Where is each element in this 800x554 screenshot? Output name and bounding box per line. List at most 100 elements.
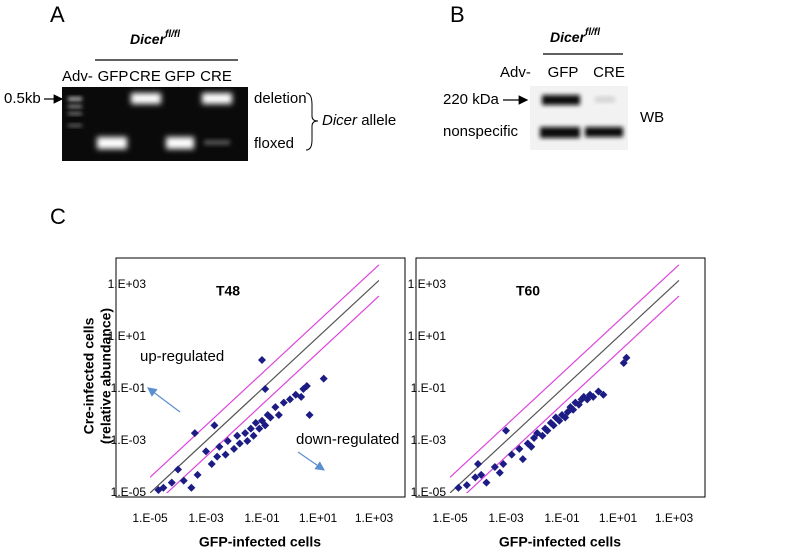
point (286, 395, 294, 404)
gene: Dicer (550, 29, 587, 45)
gene-label: Dicerfl/fl (130, 29, 180, 47)
point (549, 421, 558, 430)
point (235, 439, 244, 448)
adv-label: Adv- (500, 64, 531, 81)
point (266, 413, 275, 422)
point (499, 460, 508, 469)
point (223, 437, 232, 445)
band-label: deletion (254, 90, 307, 107)
y-tick-label: 1.E+03 (108, 277, 147, 291)
marker-label: 220 kDa (443, 91, 500, 108)
x-tick-label: 1.E-03 (488, 511, 524, 525)
y-tick-label: 1.E-01 (111, 381, 147, 395)
y-tick-label: 1.E-01 (411, 381, 447, 395)
y-axis-label: (relative abundance) (98, 308, 114, 444)
y-tick-label: 1.E-05 (111, 485, 147, 499)
chart-frame (415, 257, 706, 498)
gene-superscript: fl/fl (165, 29, 180, 40)
point (515, 444, 524, 453)
x-tick-label: 1.E+01 (299, 511, 338, 525)
point (215, 442, 224, 451)
point (454, 483, 463, 492)
point (622, 353, 631, 362)
point (589, 392, 598, 401)
method-label: WB (640, 109, 664, 126)
point (302, 382, 311, 391)
point (249, 431, 258, 440)
point (210, 421, 219, 430)
y-tick-label: 1.E-03 (411, 433, 447, 447)
scatter-chart: T60 1.E-05 1.E-03 1.E-01 1.E+01 1.E+03 1.E-05 1… (408, 257, 706, 550)
charts: T48 1.E-05 1.E-03 1.E-01 1.E+01 1.E+03 1.E-05 1… (108, 257, 706, 550)
gene-superscript: fl/fl (585, 27, 600, 38)
point (271, 403, 280, 412)
point (527, 442, 536, 451)
gene: Dicer (130, 31, 167, 47)
point (477, 470, 486, 479)
guide-line (150, 264, 380, 478)
y-tick-label: 1.E+01 (108, 329, 147, 343)
lane-label: CRE (129, 68, 161, 85)
gel-bands (68, 93, 232, 149)
x-tick-label: 1.E+01 (599, 511, 638, 525)
point (230, 444, 238, 453)
point (251, 418, 260, 427)
lane-label: CRE (200, 68, 232, 85)
point (233, 431, 242, 440)
point (246, 424, 255, 433)
point (207, 460, 216, 469)
point (619, 359, 628, 367)
point (190, 429, 199, 438)
lane-label: GFP (165, 68, 196, 85)
blot-bands (540, 95, 623, 138)
point (530, 434, 538, 443)
annotation: down-regulated (296, 431, 399, 448)
band-label: floxed (254, 135, 294, 152)
point (543, 426, 552, 435)
lane-label: GFP (548, 64, 579, 81)
point (599, 390, 608, 399)
scatter-chart: T48 1.E-05 1.E-03 1.E-01 1.E+01 1.E+03 1.E-05 1… (108, 257, 406, 550)
point (258, 356, 266, 365)
point (462, 481, 471, 490)
guide-line (165, 295, 380, 493)
lane-label: CRE (593, 64, 625, 81)
x-tick-label: 1.E-05 (432, 511, 468, 525)
chart-title: T48 (216, 283, 240, 299)
y-tick-label: 1.E-03 (111, 433, 147, 447)
point (555, 416, 564, 425)
point (518, 455, 527, 464)
point (261, 385, 270, 393)
x-tick-label: 1.E-01 (244, 511, 280, 525)
point (174, 465, 182, 474)
brace (305, 92, 319, 151)
allele-word: allele (361, 112, 396, 129)
adv-label: Adv- (62, 68, 93, 85)
point (569, 405, 578, 414)
chart-frame (115, 257, 406, 498)
point (495, 468, 504, 477)
annotation: up-regulated (140, 348, 224, 365)
x-axis-label: GFP-infected cells (199, 534, 321, 550)
chart-title: T60 (516, 283, 540, 299)
point (213, 452, 222, 461)
point (574, 400, 583, 409)
x-axis-label: GFP-infected cells (499, 534, 621, 550)
point (221, 450, 230, 459)
point (159, 483, 168, 492)
point (538, 431, 547, 440)
point (261, 421, 270, 430)
point (274, 411, 283, 419)
point (502, 426, 510, 435)
point (471, 473, 480, 482)
panel-letter: A (50, 2, 65, 27)
x-tick-label: 1.E-01 (544, 511, 580, 525)
point (594, 387, 603, 396)
annotation-arrow (297, 451, 325, 471)
x-tick-label: 1.E+03 (655, 511, 694, 525)
x-tick-label: 1.E-05 (132, 511, 168, 525)
point (167, 478, 176, 487)
point (319, 374, 328, 383)
y-tick-label: 1.E+03 (408, 277, 447, 291)
